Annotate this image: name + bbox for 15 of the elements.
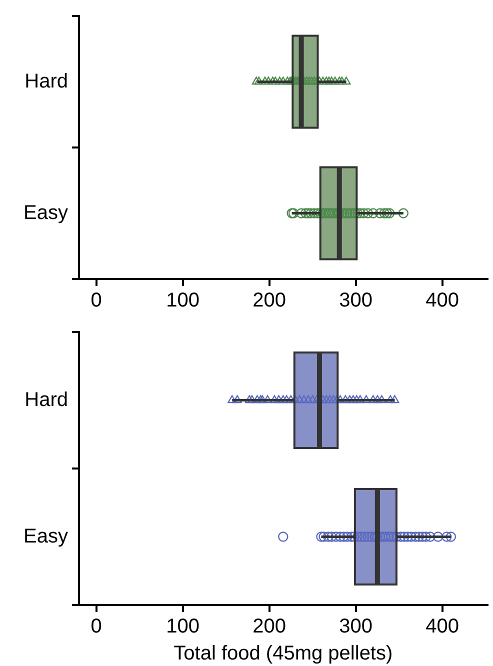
y-tick-label: Easy <box>24 202 68 224</box>
x-tick-label: 300 <box>339 290 372 312</box>
x-tick-label: 400 <box>426 290 460 312</box>
x-axis-title: Total food (45mg pellets) <box>174 642 393 665</box>
x-tick-label: 300 <box>339 616 372 638</box>
y-tick-label: Hard <box>24 70 68 92</box>
x-tick-label: 100 <box>166 616 200 638</box>
x-tick-label: 0 <box>90 616 102 638</box>
y-tick-label: Hard <box>24 388 68 411</box>
x-tick-label: 400 <box>426 616 460 638</box>
x-tick-label: 100 <box>166 290 200 312</box>
x-tick-label: 200 <box>252 290 286 312</box>
x-tick-label: 0 <box>90 290 102 312</box>
x-tick-label: 200 <box>252 616 286 638</box>
y-tick-label: Easy <box>24 525 68 548</box>
